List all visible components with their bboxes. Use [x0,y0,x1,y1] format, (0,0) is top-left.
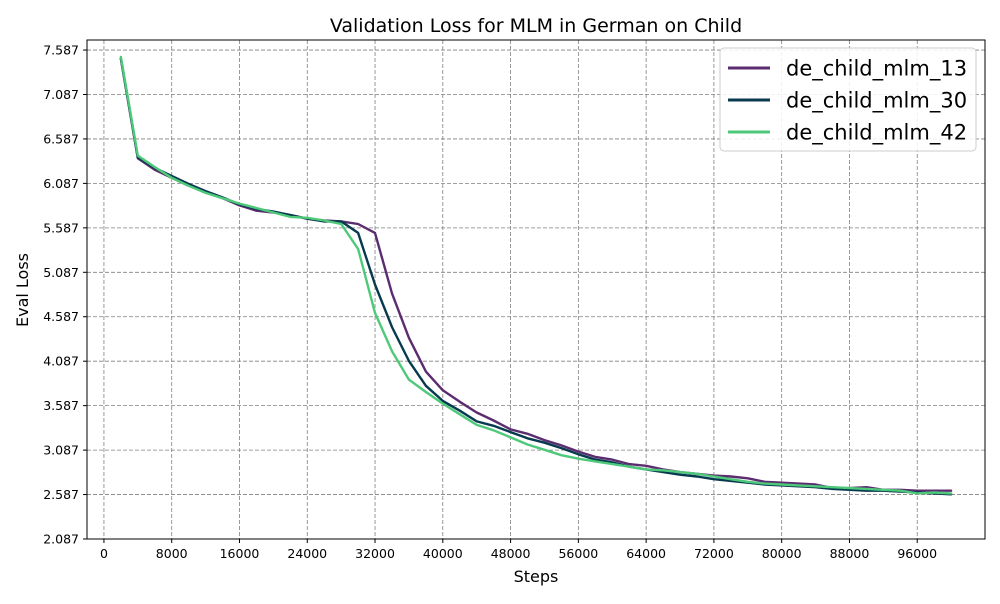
x-axis-ticks: 0 8000 16000 24000 32000 40000 48000 56000 64000… [100,539,937,561]
y-tick-label: 4.087 [43,354,79,369]
y-tick-label: 6.087 [43,176,79,191]
x-tick-label: 48000 [491,546,531,561]
y-tick-label: 6.587 [43,131,79,146]
plot-area-frame [86,39,986,540]
y-tick-label: 5.587 [43,220,79,235]
y-tick-label: 5.087 [43,265,79,280]
x-tick-label: 96000 [897,546,937,561]
y-tick-label: 2.087 [43,532,79,547]
x-axis-label: Steps [514,567,559,586]
legend-label: de_child_mlm_42 [786,121,967,146]
x-tick-label: 0 [100,546,108,561]
y-tick-label: 7.587 [43,43,79,58]
chart-title: Validation Loss for MLM in German on Chi… [330,15,742,37]
series-line-de-child-mlm-13 [119,57,953,492]
legend-label: de_child_mlm_13 [786,57,967,82]
x-tick-label: 32000 [355,546,395,561]
x-tick-label: 88000 [830,546,870,561]
y-tick-label: 4.587 [43,309,79,324]
y-tick-label: 7.087 [43,87,79,102]
x-tick-label: 80000 [762,546,802,561]
x-tick-label: 24000 [287,546,327,561]
legend: de_child_mlm_13 de_child_mlm_30 de_child_m… [719,47,977,152]
x-tick-label: 72000 [694,546,734,561]
legend-label: de_child_mlm_30 [786,89,967,114]
grid-lines [87,40,985,540]
x-tick-label: 40000 [423,546,463,561]
y-axis-label: Eval Loss [13,253,32,327]
y-tick-label: 2.587 [43,487,79,502]
y-axis-ticks: 2.087 2.587 3.087 3.587 4.087 4.587 5.087 5.587… [43,43,87,547]
y-tick-label: 3.087 [43,443,79,458]
series-line-de-child-mlm-42 [119,55,953,495]
data-series [119,55,953,496]
x-tick-label: 8000 [156,546,188,561]
legend-box [719,47,977,152]
x-tick-label: 56000 [558,546,598,561]
y-tick-label: 3.587 [43,398,79,413]
x-tick-label: 16000 [220,546,260,561]
x-tick-label: 64000 [626,546,666,561]
